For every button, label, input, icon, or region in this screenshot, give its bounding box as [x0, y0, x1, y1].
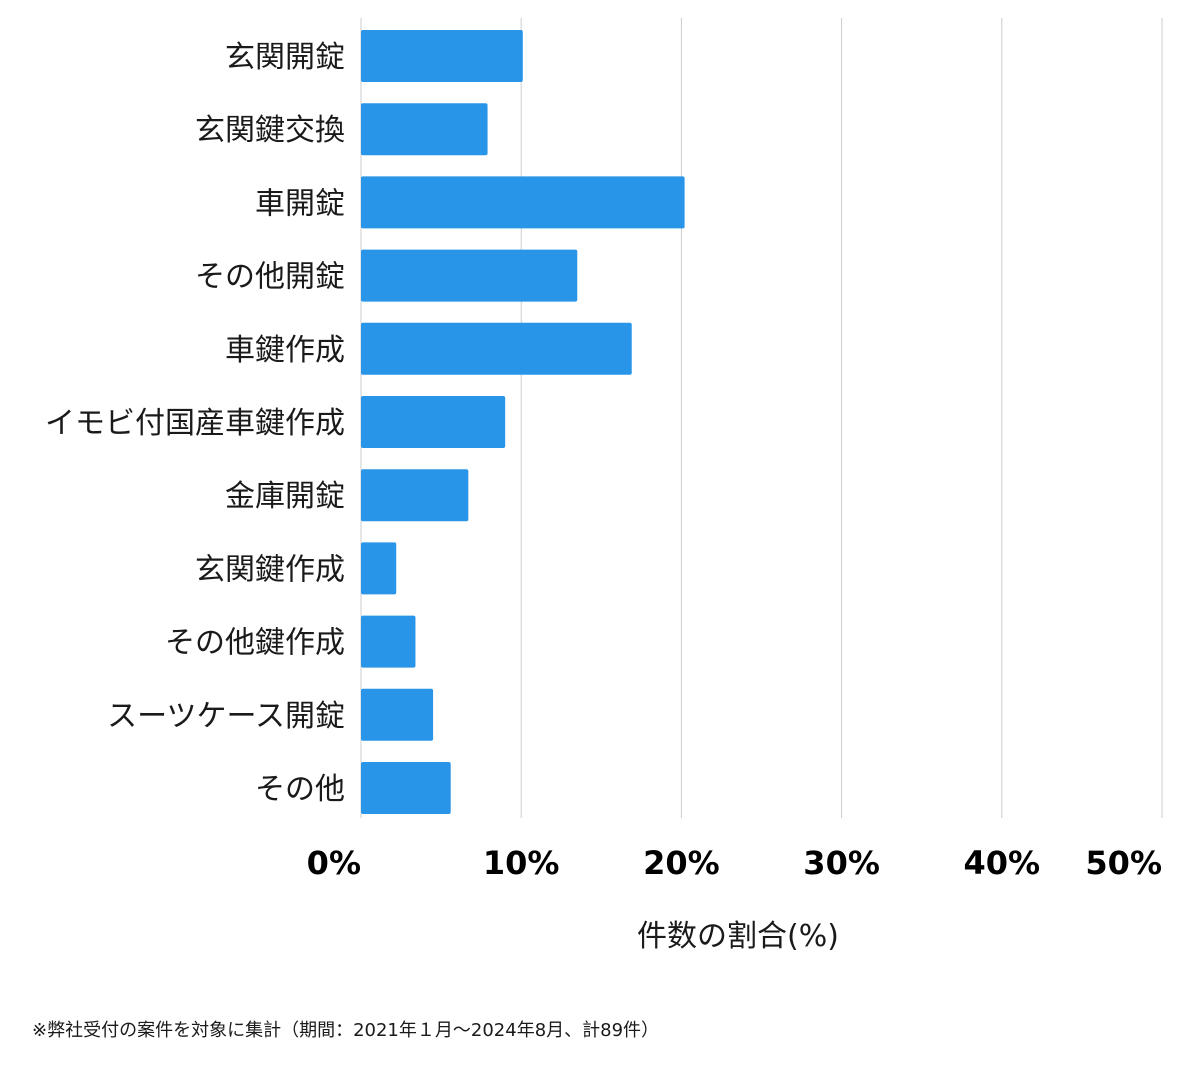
- bar: [361, 103, 488, 156]
- bar: [361, 396, 506, 448]
- category-label: 玄関開錠: [225, 40, 345, 75]
- bar: [361, 249, 578, 302]
- bar: [361, 322, 632, 375]
- x-tick-label: 20%: [643, 844, 720, 882]
- bar-chart: 玄関開錠玄関鍵交換車開錠その他開錠車鍵作成イモビ付国産車鍵作成金庫開錠玄関鍵作成…: [45, 18, 1163, 954]
- x-axis-title: 件数の割合(%): [637, 919, 839, 954]
- bar: [361, 762, 451, 814]
- bar: [361, 30, 523, 82]
- category-label: スーツケース開錠: [107, 699, 345, 734]
- tick-labels: 0% 10% 20% 30% 40% 50%: [307, 844, 1162, 882]
- category-label: その他: [255, 772, 345, 807]
- grid-lines: [360, 18, 1163, 818]
- footnote: ※弊社受付の案件を対象に集計（期間：2021年１月〜2024年8月、計89件）: [32, 1020, 660, 1041]
- category-label: 車開錠: [255, 186, 345, 221]
- x-tick-label: 30%: [803, 844, 880, 882]
- category-label: その他鍵作成: [165, 626, 345, 661]
- category-label: 玄関鍵作成: [195, 552, 345, 587]
- x-tick-label: 40%: [964, 844, 1041, 882]
- x-tick-label: 0%: [307, 844, 361, 882]
- bar: [361, 615, 416, 668]
- bar: [361, 469, 469, 522]
- category-label: イモビ付国産車鍵作成: [45, 406, 345, 441]
- category-label: 玄関鍵交換: [195, 113, 345, 148]
- bars: [361, 30, 685, 814]
- category-label: 金庫開錠: [225, 479, 345, 514]
- x-tick-label: 10%: [483, 844, 560, 882]
- bar: [361, 688, 434, 741]
- bar: [361, 542, 397, 595]
- x-tick-label: 50%: [1085, 844, 1162, 882]
- category-label: 車鍵作成: [225, 333, 345, 368]
- category-label: その他開錠: [195, 260, 345, 295]
- category-labels: 玄関開錠玄関鍵交換車開錠その他開錠車鍵作成イモビ付国産車鍵作成金庫開錠玄関鍵作成…: [45, 40, 345, 807]
- bar: [361, 176, 685, 229]
